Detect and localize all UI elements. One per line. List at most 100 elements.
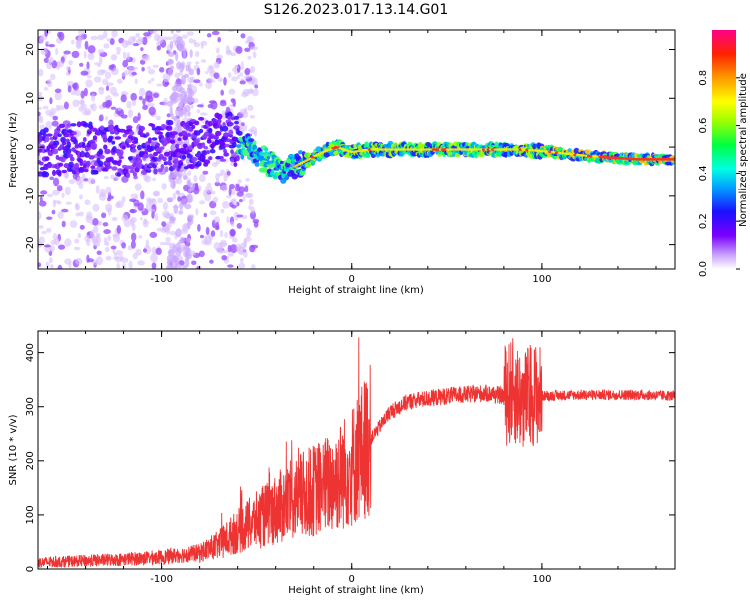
heatmap-cell (58, 123, 66, 128)
heatmap-cell (111, 216, 118, 222)
heatmap-cell (168, 162, 173, 166)
heatmap-cell (174, 72, 180, 79)
heatmap-cell (41, 230, 47, 235)
heatmap-cell (181, 227, 188, 235)
colorbar-tick-label: 0.6 (698, 118, 709, 134)
heatmap-cell (74, 142, 79, 149)
heatmap-cell (44, 156, 50, 162)
heatmap-cell (224, 232, 228, 238)
heatmap-cell (82, 137, 87, 142)
heatmap-cell (185, 64, 189, 72)
heatmap-cell (184, 258, 190, 268)
heatmap-cell (98, 55, 103, 65)
heatmap-cell (46, 227, 52, 233)
heatmap-cell (249, 244, 256, 253)
heatmap-cell (191, 124, 196, 129)
heatmap-cell (115, 255, 122, 263)
heatmap-cell (186, 31, 194, 36)
heatmap-cell (228, 88, 236, 95)
heatmap-cell (128, 65, 132, 74)
heatmap-cell (98, 220, 103, 226)
heatmap-cell (170, 216, 176, 222)
snr-y-axis-label: SNR (10 * v/v) (8, 414, 19, 485)
heatmap-cell (66, 153, 74, 158)
heatmap-cell (187, 188, 191, 193)
heatmap-cell (46, 216, 53, 220)
heatmap-cell (53, 177, 60, 187)
heatmap-cell (223, 132, 230, 138)
snr-x-ticks: -100 0 100 (47, 331, 657, 585)
heatmap-cell (61, 208, 69, 213)
heatmap-cell (175, 242, 181, 253)
heatmap-cell (72, 131, 77, 135)
heatmap-cell (87, 130, 92, 135)
heatmap-cell (179, 62, 185, 73)
heatmap-cell (187, 220, 191, 230)
heatmap-cell (202, 150, 208, 156)
heatmap-cell (61, 220, 66, 228)
heatmap-cell (91, 93, 96, 102)
heatmap-cell (130, 208, 135, 213)
heatmap-cell (64, 238, 72, 247)
heatmap-cell (57, 133, 62, 137)
heatmap-cell (217, 77, 223, 83)
heatmap-cell (45, 109, 52, 116)
heatmap-cell (79, 224, 85, 230)
heatmap-cell (244, 107, 248, 113)
heatmap-cell (208, 64, 214, 71)
heatmap-cell (152, 164, 157, 169)
heatmap-cell (68, 179, 76, 185)
heatmap-cell (94, 62, 100, 66)
colorbar-label: Normalized spectral amplitude (738, 73, 749, 227)
heatmap-cell (137, 112, 141, 121)
heatmap-cell (172, 192, 177, 200)
heatmap-cell (67, 85, 72, 93)
heatmap-cell (157, 35, 164, 44)
heatmap-cell (103, 175, 109, 180)
heatmap-cell (200, 59, 207, 63)
heatmap-cell (230, 149, 234, 154)
heatmap-cell (128, 260, 133, 269)
heatmap-cell (236, 214, 244, 218)
heatmap-cell (227, 30, 235, 33)
heatmap-cell (188, 163, 196, 170)
heatmap-cell (227, 72, 232, 78)
heatmap-cell (671, 158, 675, 161)
heatmap-cell (220, 184, 228, 192)
heatmap-cell (100, 69, 107, 74)
heatmap-cell (86, 254, 90, 263)
heatmap-cell (87, 177, 96, 185)
heatmap-cell (142, 98, 146, 106)
heatmap-cell (74, 89, 82, 96)
heatmap-cell (209, 210, 217, 216)
heatmap-cell (92, 203, 100, 212)
heatmap-cell (47, 163, 52, 169)
heatmap-cell (183, 175, 188, 181)
colorbar-tick-label: 0.8 (698, 70, 709, 86)
heatmap-cell (116, 225, 122, 234)
heatmap-cell (51, 120, 59, 127)
heatmap-cell (166, 100, 174, 107)
heatmap-cell (246, 227, 250, 233)
heatmap-cell (184, 104, 191, 112)
heatmap-cell (178, 160, 184, 166)
heatmap-cell (208, 120, 213, 127)
heatmap-cell (69, 220, 78, 228)
heatmap-cell (167, 36, 173, 41)
heatmap-cell (220, 208, 225, 214)
heatmap-cell (117, 78, 123, 84)
heatmap-cell (87, 52, 95, 61)
heatmap-cell (223, 152, 230, 157)
x-tick-label: 100 (532, 574, 551, 585)
heatmap-cell (178, 255, 183, 261)
heatmap-cell (188, 68, 194, 76)
heatmap-cell (108, 156, 114, 162)
heatmap-cell (82, 110, 91, 116)
heatmap-cell (198, 250, 205, 258)
heatmap-cell (187, 214, 195, 219)
heatmap-cell (101, 212, 107, 219)
heatmap-cell (246, 89, 255, 95)
heatmap-cell (217, 36, 221, 43)
